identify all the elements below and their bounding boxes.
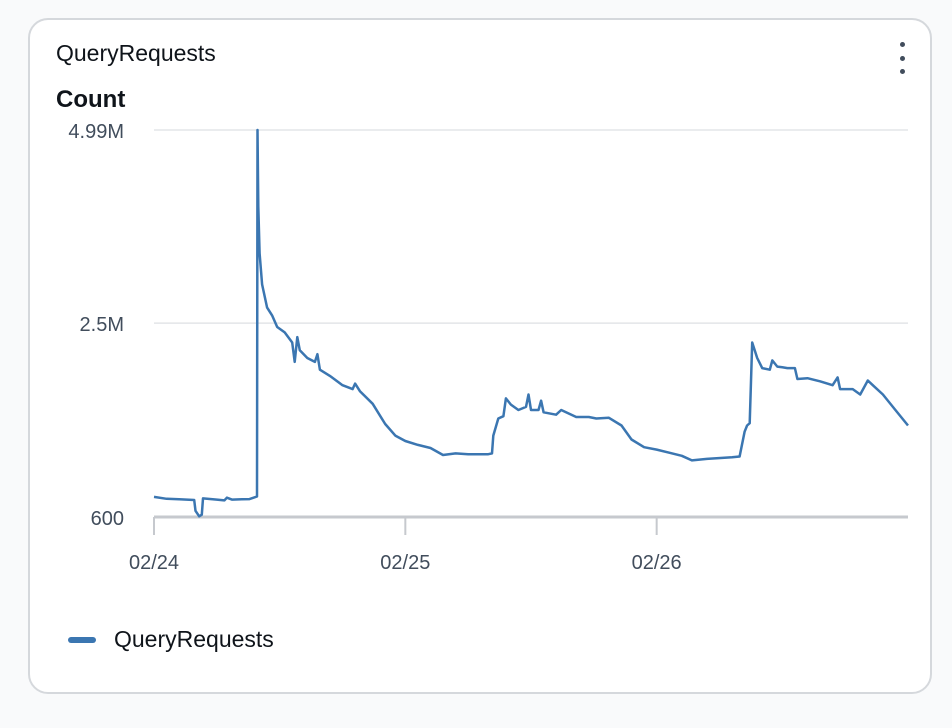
y-axis-unit-label: Count [56,86,126,113]
y-tick-label: 2.5M [80,314,124,336]
legend-swatch [68,636,96,643]
series-layer [153,128,909,518]
metric-widget: QueryRequests Count 4.99M 2.5M 600 02/24 02/… [28,18,932,694]
y-tick-label: 4.99M [68,121,124,143]
x-tick-label: 02/24 [129,552,179,574]
vertical-ellipsis-icon[interactable] [896,42,908,74]
x-tick-label: 02/25 [380,552,430,574]
grid-layer [154,129,908,519]
widget-title: QueryRequests [56,40,216,66]
x-tick-label: 02/26 [632,552,682,574]
legend-item-queryrequests[interactable]: QueryRequests [68,626,274,653]
y-tick-label: 600 [91,508,124,530]
series-line-queryrequests [153,128,909,518]
legend-label: QueryRequests [114,626,274,652]
